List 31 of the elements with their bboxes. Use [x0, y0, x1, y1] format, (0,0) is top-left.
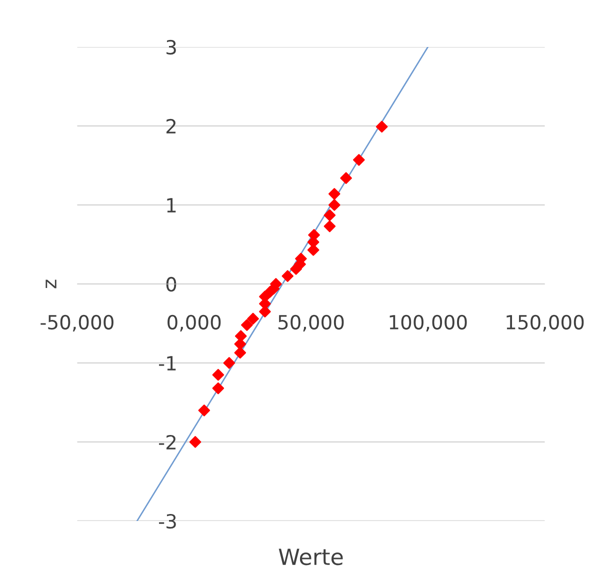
point	[324, 220, 336, 232]
point	[198, 404, 210, 416]
y-tick-label: -2	[159, 434, 176, 450]
point	[328, 199, 340, 211]
point	[353, 154, 365, 166]
point	[328, 188, 340, 200]
point	[223, 357, 236, 369]
x-tick-label: 150,000	[506, 314, 584, 332]
point	[340, 172, 352, 184]
y-tick-label: 3	[166, 40, 176, 55]
point	[324, 209, 336, 222]
x-tick-label: 100,000	[390, 314, 467, 332]
point	[376, 120, 388, 133]
point	[234, 346, 246, 359]
point	[241, 319, 253, 331]
y-tick-label: 2	[166, 118, 176, 134]
x-axis-title: Werte	[278, 548, 343, 566]
y-tick-label: 0	[166, 276, 176, 292]
x-tick-label: 50,000	[278, 314, 344, 332]
point	[234, 338, 246, 350]
y-tick-label: 1	[167, 198, 176, 212]
point	[212, 368, 224, 381]
x-tick-label: 0,000	[168, 314, 221, 332]
point	[247, 312, 259, 325]
point	[212, 382, 224, 394]
y-tick-label: -3	[159, 514, 176, 529]
point	[282, 270, 294, 282]
y-tick-label: -1	[159, 356, 176, 370]
y-axis-title: z	[46, 280, 56, 288]
point	[189, 436, 202, 448]
x-tick-label: -50,000	[40, 314, 114, 332]
